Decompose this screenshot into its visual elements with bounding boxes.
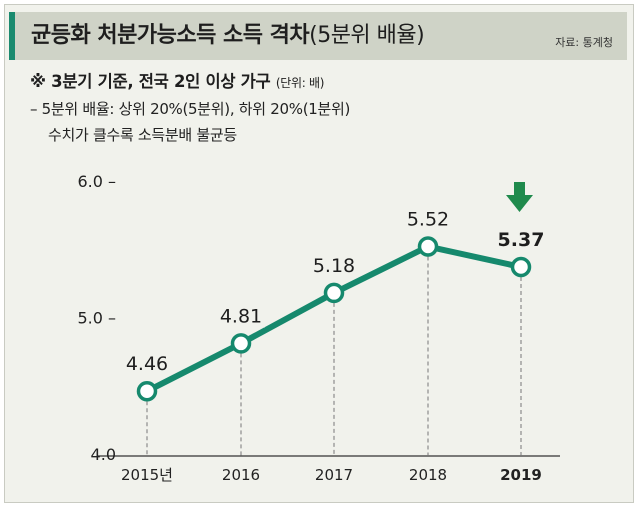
x-tick-label: 2019 [500,466,542,484]
data-label-bg [123,351,171,376]
note-basis-text: ※ 3분기 기준, 전국 2인 이상 가구 [30,72,271,91]
data-label: 4.81 [220,305,262,327]
down-arrow-head [506,195,533,212]
data-point [136,380,158,402]
data-label-bg [404,206,452,231]
data-point [510,256,532,278]
data-label-bg [310,252,358,277]
x-tick-label: 2017 [315,466,353,484]
y-tick-label: 6.0 – [77,172,116,191]
data-label: 5.18 [313,255,355,277]
data-label-bg [497,226,545,251]
data-label-bg [217,303,265,328]
x-tick-label: 2016 [222,466,260,484]
chart-title-paren: (5분위 배율) [309,23,425,48]
x-tick-label: 2015년 [121,466,173,484]
down-arrow-icon [506,182,533,212]
title-accent-stripe [9,12,15,60]
unit-label: (단위: 배) [275,76,325,90]
data-point [417,236,439,257]
note-interpretation: 수치가 클수록 소득분배 불균등 [48,126,237,144]
title-bar: 균등화 처분가능소득 소득 격차(5분위 배율) 자료: 통계청 [9,12,627,60]
data-label: 5.52 [407,209,449,231]
drop-lines [146,256,522,456]
data-label: 4.46 [126,353,168,375]
data-point [323,282,345,304]
source-label: 자료: 통계청 [555,36,613,49]
x-tick-labels: 2015년 2016 2017 2018 2019 [121,466,542,484]
data-labels: 4.46 4.81 5.18 5.52 5.37 [123,206,545,376]
chart-title: 균등화 처분가능소득 소득 격차(5분위 배율) [31,12,425,60]
chart-title-main: 균등화 처분가능소득 소득 격차 [31,23,310,48]
data-points [136,236,532,402]
note-basis: ※ 3분기 기준, 전국 2인 이상 가구 (단위: 배) [30,68,324,92]
y-tick-labels: 6.0 – 5.0 – 4.0 [77,172,116,464]
x-tick-label: 2018 [409,466,447,484]
y-tick-label: 4.0 [91,445,116,464]
data-point [230,333,252,354]
note-ratio-definition: – 5분위 배율: 상위 20%(5분위), 하위 20%(1분위) [30,100,351,118]
down-arrow-shaft [514,182,525,196]
y-tick-label: 5.0 – [77,309,116,328]
data-label: 5.37 [498,229,545,251]
